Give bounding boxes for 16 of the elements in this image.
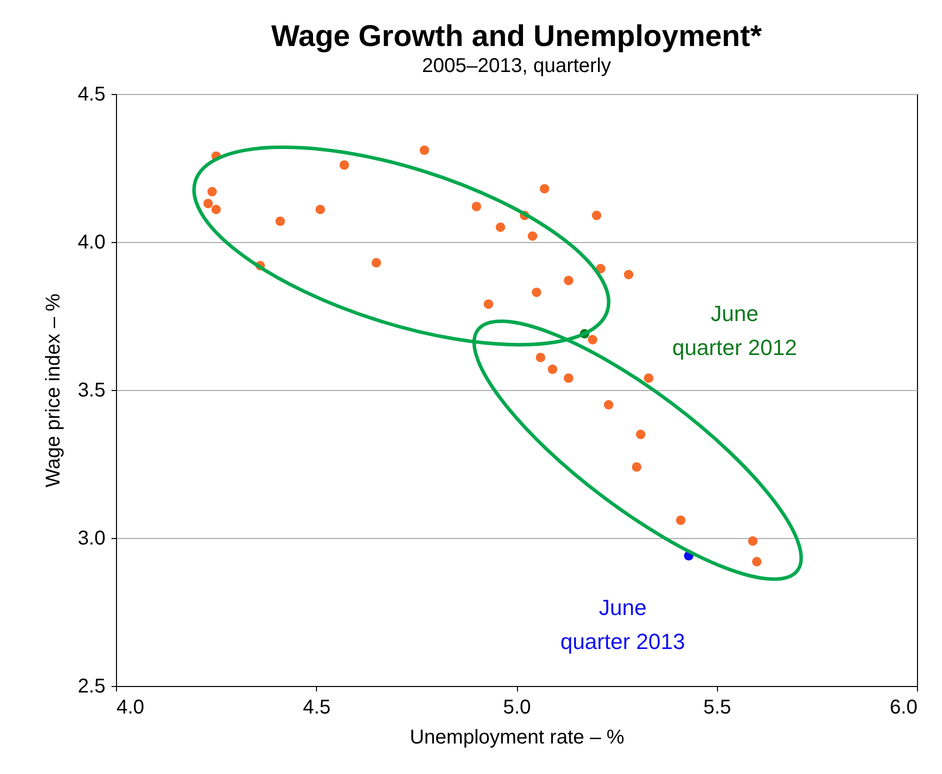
y-tick-label: 3.0 [78,528,106,550]
x-tick-label: 4.0 [116,696,144,718]
chart-title: Wage Growth and Unemployment* [271,20,762,53]
x-tick-label: 5.5 [703,696,732,718]
annotation: June quarter 2013 [560,594,686,654]
chart-subtitle: 2005–2013, quarterly [422,55,612,77]
y-axis-title: Wage price index – % [42,293,65,488]
y-tick-label: 4.0 [78,232,106,254]
annotation: June quarter 2012 [672,300,797,360]
x-tick-label: 5.0 [503,696,531,718]
x-tick-label: 4.5 [302,696,331,718]
x-axis-title: Unemployment rate – % [410,726,624,748]
y-tick-label: 2.5 [78,676,106,698]
x-tick-label: 6.0 [890,696,918,718]
y-tick-label: 3.5 [78,380,106,402]
y-tick-label: 4.5 [78,84,106,106]
